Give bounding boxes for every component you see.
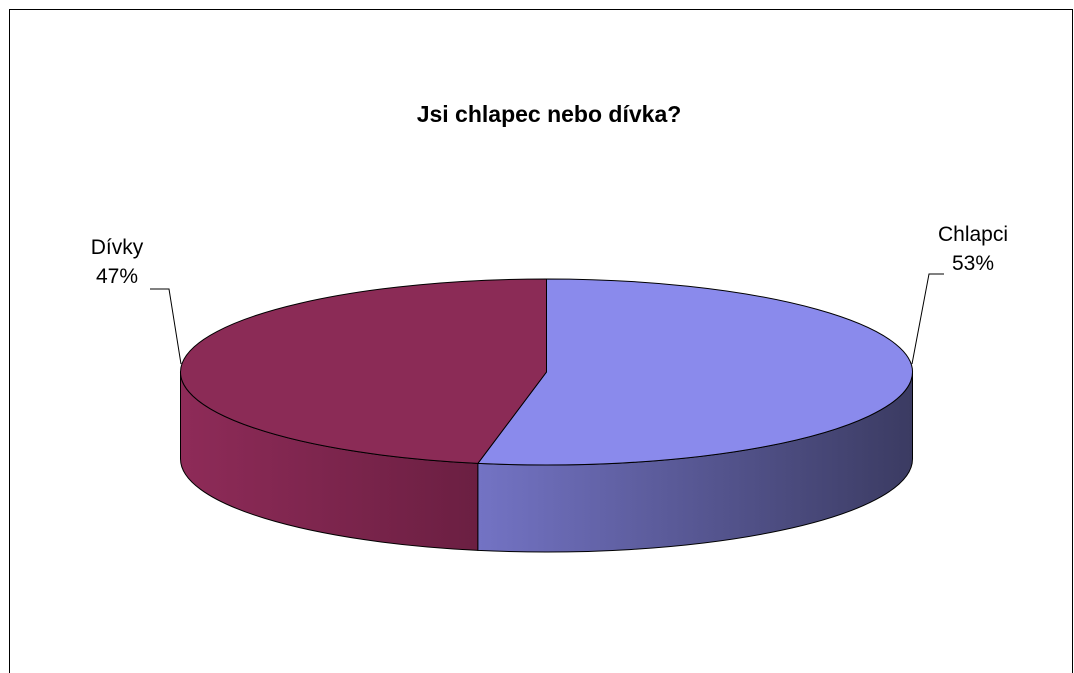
slice-chlapci [476,278,913,466]
slice-divky [180,278,547,464]
leader-line-divky [150,288,182,365]
data-label-chlapci-name: Chlapci [938,223,1008,246]
chart-title: Jsi chlapec nebo dívka? [417,101,682,127]
data-label-divky-percent: 47% [96,265,138,288]
data-label-divky-name: Dívky [91,236,144,259]
data-label-chlapci-percent: 53% [952,252,994,275]
leader-line-chlapci [911,273,944,365]
